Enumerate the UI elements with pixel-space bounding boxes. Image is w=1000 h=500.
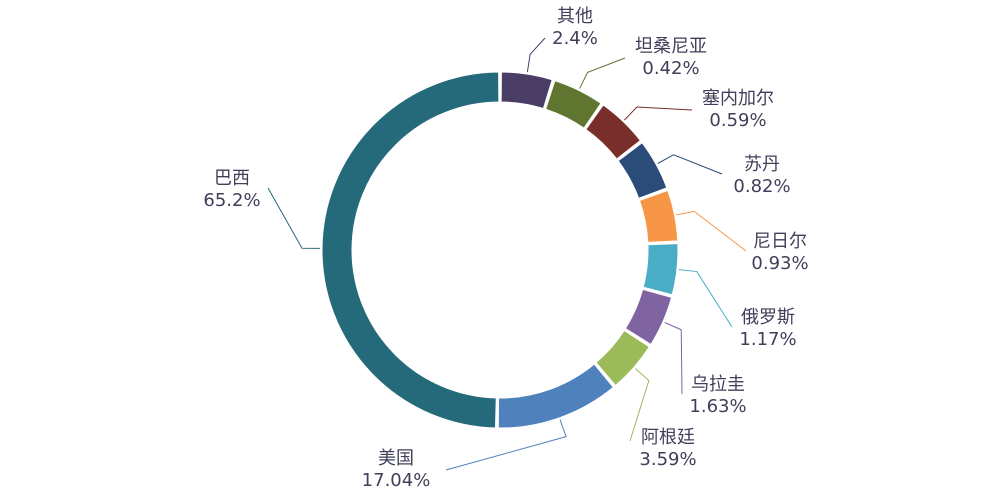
leader-line-slice-5 xyxy=(678,269,733,328)
leader-line-slice-8 xyxy=(445,419,567,471)
donut-slice-7 xyxy=(595,329,651,387)
slice-name-label-3: 苏丹 xyxy=(744,154,780,175)
leader-line-slice-1 xyxy=(579,57,626,89)
slice-name-label-5: 俄罗斯 xyxy=(741,307,795,328)
slice-name-label-0: 其他 xyxy=(557,6,593,27)
slice-value-label-4: 0.93% xyxy=(751,253,808,274)
slice-value-label-6: 1.63% xyxy=(689,396,746,417)
donut-slice-4 xyxy=(638,189,679,243)
leader-line-slice-2 xyxy=(624,106,693,121)
slice-value-label-0: 2.4% xyxy=(552,28,598,49)
slice-name-label-8: 美国 xyxy=(378,448,414,469)
slice-name-label-7: 阿根廷 xyxy=(641,427,695,448)
leader-line-slice-0 xyxy=(526,37,546,73)
donut-slice-2 xyxy=(585,104,642,160)
slice-name-label-6: 乌拉圭 xyxy=(691,374,745,395)
leader-line-slice-6 xyxy=(664,322,683,395)
slice-value-label-9: 65.2% xyxy=(203,190,260,211)
leader-line-slice-9 xyxy=(267,187,321,249)
leader-line-slice-3 xyxy=(657,154,723,175)
slice-value-label-3: 0.82% xyxy=(733,176,790,197)
slice-value-label-8: 17.04% xyxy=(362,470,431,491)
donut-slice-1 xyxy=(544,80,602,129)
leader-lines-layer xyxy=(267,37,747,471)
slice-name-label-2: 塞内加尔 xyxy=(702,88,774,109)
donut-slice-9 xyxy=(321,71,500,429)
slice-value-label-5: 1.17% xyxy=(739,329,796,350)
donut-slice-6 xyxy=(624,288,673,346)
slice-value-label-7: 3.59% xyxy=(639,449,696,470)
slice-name-label-1: 坦桑尼亚 xyxy=(635,36,707,57)
donut-slice-0 xyxy=(500,71,553,110)
slice-name-label-9: 巴西 xyxy=(214,168,250,189)
donut-slice-5 xyxy=(642,243,679,296)
slice-value-label-2: 0.59% xyxy=(709,110,766,131)
slice-name-label-4: 尼日尔 xyxy=(753,231,807,252)
leader-line-slice-4 xyxy=(676,210,747,252)
slices-layer xyxy=(321,71,679,429)
donut-slice-8 xyxy=(497,363,615,429)
donut-slice-3 xyxy=(617,142,668,199)
leader-line-slice-7 xyxy=(629,368,650,442)
slice-value-label-1: 0.42% xyxy=(642,58,699,79)
